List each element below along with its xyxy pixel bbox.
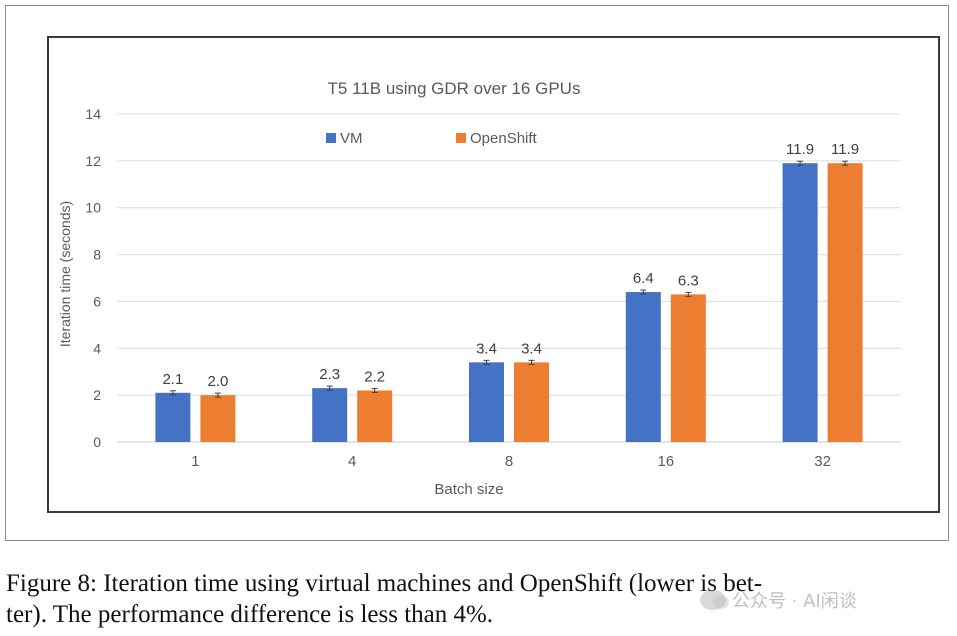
x-tick-label: 32 [814,453,831,470]
bar-vm-16 [625,292,661,442]
x-axis: 1 4 8 16 32 [191,453,831,470]
data-label: 3.4 [476,340,497,357]
chart-frame: 0 2 4 6 8 10 12 14 2.1 2.0 2.3 2.2 3.4 3.4 6.4 6.3 11.9… [47,36,940,513]
data-label: 6.4 [633,270,654,287]
x-tick-label: 8 [505,453,513,470]
legend: VM OpenShift [326,130,538,147]
x-tick-label: 1 [191,453,199,470]
data-labels: 2.1 2.0 2.3 2.2 3.4 3.4 6.4 6.3 11.9 11.9 [162,141,859,390]
bar-openshift-4 [357,390,393,442]
bar-openshift-16 [670,294,706,442]
bar-vm-32 [782,163,818,442]
legend-label: OpenShift [470,130,538,147]
y-tick-label: 6 [93,293,101,309]
watermark-text: 公众号 · AI闲谈 [732,591,857,612]
bar-openshift-1 [200,395,236,442]
x-tick-label: 16 [657,453,674,470]
data-label: 6.3 [678,272,699,289]
data-label: 2.3 [319,366,340,383]
y-axis: 0 2 4 6 8 10 12 14 [85,106,101,450]
y-tick-label: 4 [93,340,101,356]
caption-line-2: ter). The performance difference is less… [6,601,494,628]
data-label: 2.0 [207,373,228,390]
bars [155,160,863,442]
bar-vm-1 [155,392,191,442]
data-label: 3.4 [521,340,542,357]
legend-swatch [326,133,336,143]
bar-openshift-32 [827,163,863,442]
legend-swatch [456,133,466,143]
y-tick-label: 0 [93,434,101,450]
caption-line-1: Figure 8: Iteration time using virtual m… [6,570,763,597]
x-axis-title: Batch size [434,481,503,498]
data-label: 11.9 [831,141,859,158]
chart-title: T5 11B using GDR over 16 GPUs [328,79,581,98]
y-tick-label: 8 [93,247,101,263]
y-tick-label: 2 [93,387,101,403]
data-label: 2.2 [364,368,385,385]
legend-label: VM [340,130,363,147]
data-label: 2.1 [162,371,183,388]
bar-openshift-8 [514,362,549,442]
y-tick-label: 10 [85,200,101,216]
bar-vm-4 [312,388,348,442]
y-axis-title: Iteration time (seconds) [57,201,73,347]
watermark: 公众号 · AI闲谈 [700,588,857,612]
data-label: 11.9 [786,141,814,158]
x-tick-label: 4 [348,453,356,470]
wechat-icon [700,590,729,610]
y-tick-label: 12 [85,153,101,169]
gridlines [117,113,901,443]
figure-caption: Figure 8: Iteration time using virtual m… [6,568,936,630]
figure-frame: 0 2 4 6 8 10 12 14 2.1 2.0 2.3 2.2 3.4 3.4 6.4 6.3 11.9… [5,5,949,541]
y-tick-label: 14 [85,106,101,122]
bar-vm-8 [469,362,504,442]
